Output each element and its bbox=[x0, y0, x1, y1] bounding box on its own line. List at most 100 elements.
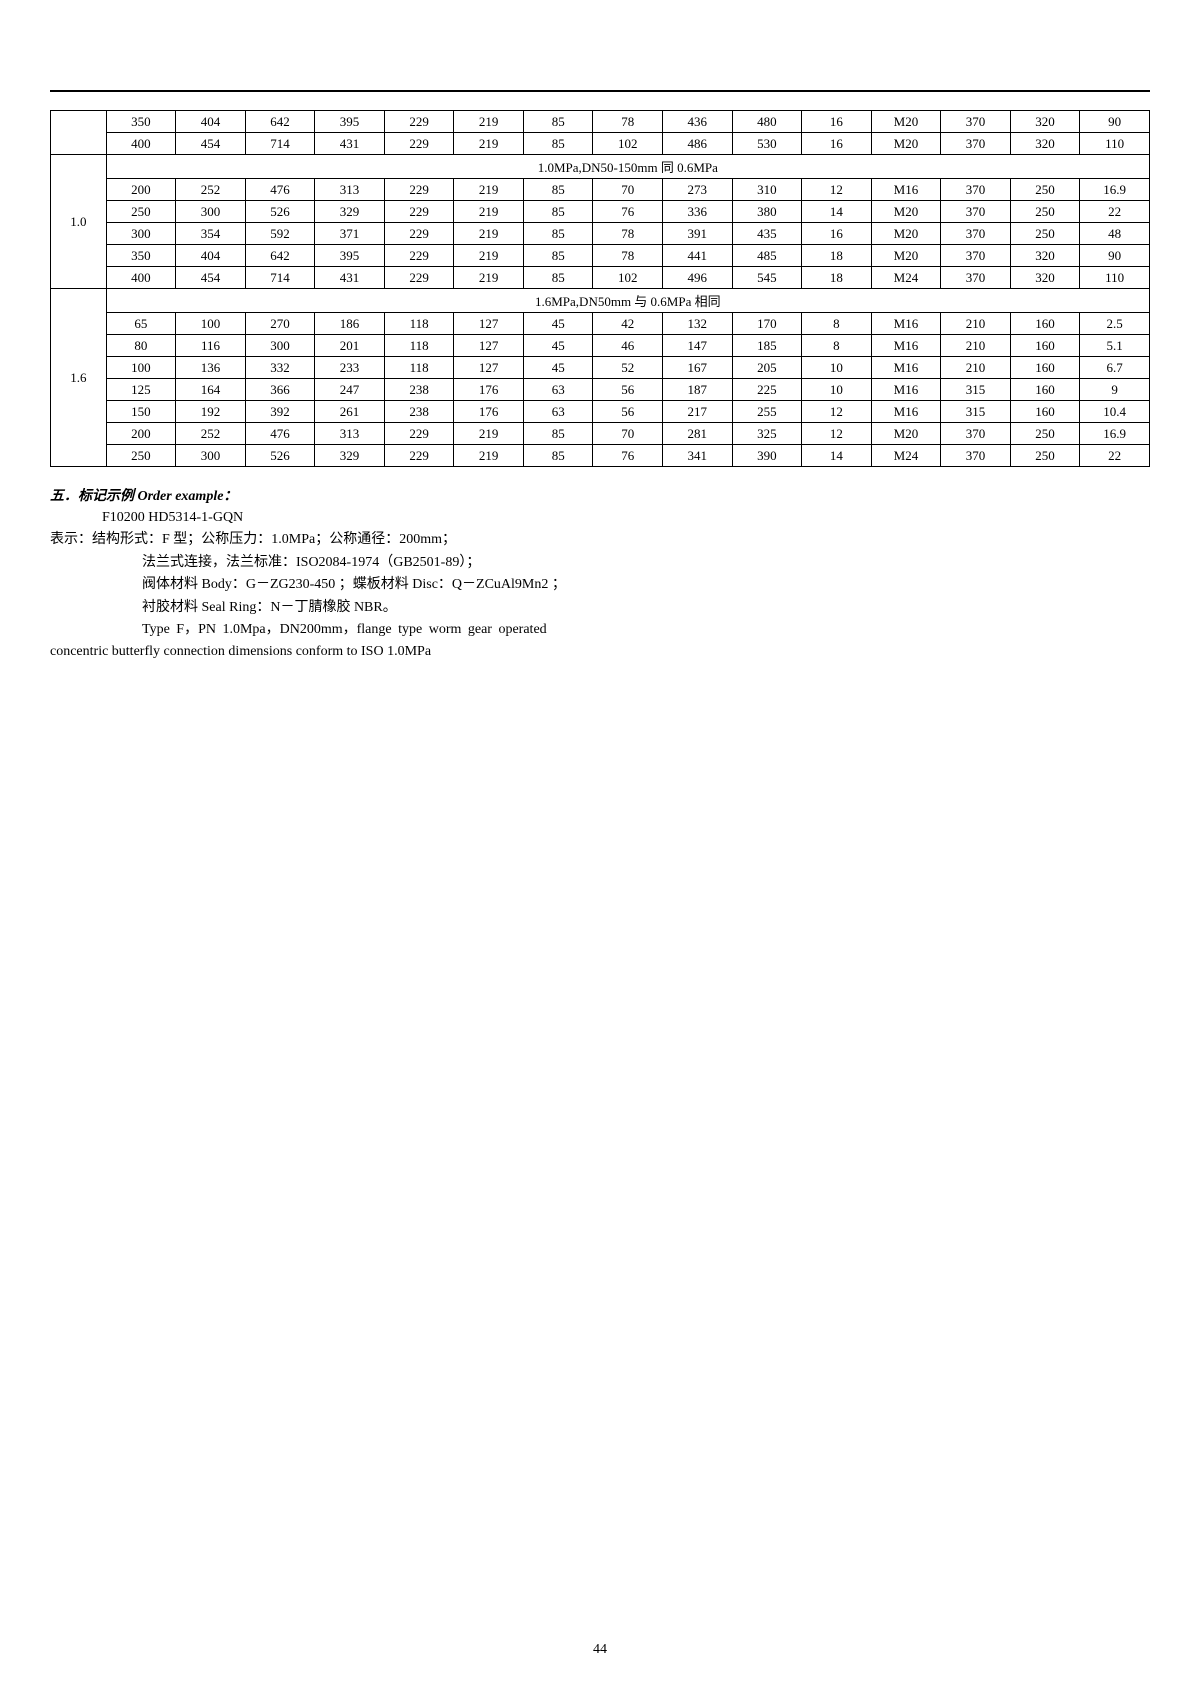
table-cell: 219 bbox=[454, 267, 524, 289]
table-cell: 238 bbox=[384, 401, 454, 423]
table-cell: 8 bbox=[802, 313, 872, 335]
table-cell: 16 bbox=[802, 223, 872, 245]
table-cell: 273 bbox=[663, 179, 733, 201]
table-cell: 250 bbox=[106, 201, 176, 223]
table-cell: 201 bbox=[315, 335, 385, 357]
table-cell: 12 bbox=[802, 401, 872, 423]
table-cell: 200 bbox=[106, 423, 176, 445]
table-cell: 210 bbox=[941, 357, 1011, 379]
table-cell: 85 bbox=[523, 445, 593, 467]
table-cell: 229 bbox=[384, 245, 454, 267]
table-cell: 320 bbox=[1010, 267, 1080, 289]
table-cell: 441 bbox=[663, 245, 733, 267]
table-cell: 192 bbox=[176, 401, 246, 423]
table-cell: 320 bbox=[1010, 111, 1080, 133]
table-cell: 102 bbox=[593, 267, 663, 289]
table-row: 350404642395229219857844148518M203703209… bbox=[51, 245, 1150, 267]
table-cell: 132 bbox=[663, 313, 733, 335]
table-cell: 16 bbox=[802, 111, 872, 133]
table-cell: 714 bbox=[245, 267, 315, 289]
table-cell: 255 bbox=[732, 401, 802, 423]
table-cell: 270 bbox=[245, 313, 315, 335]
table-cell: 238 bbox=[384, 379, 454, 401]
table-cell: 63 bbox=[523, 401, 593, 423]
table-cell: 592 bbox=[245, 223, 315, 245]
table-cell: 6.7 bbox=[1080, 357, 1150, 379]
table-cell: M20 bbox=[871, 133, 941, 155]
table-cell: 170 bbox=[732, 313, 802, 335]
table-cell: 219 bbox=[454, 223, 524, 245]
table-cell: 160 bbox=[1010, 335, 1080, 357]
table-cell: M16 bbox=[871, 379, 941, 401]
table-row: 350404642395229219857843648016M203703209… bbox=[51, 111, 1150, 133]
table-cell: 219 bbox=[454, 423, 524, 445]
table-cell: 225 bbox=[732, 379, 802, 401]
table-cell: 65 bbox=[106, 313, 176, 335]
table-cell: 85 bbox=[523, 133, 593, 155]
table-cell: 16.9 bbox=[1080, 423, 1150, 445]
table-cell: 167 bbox=[663, 357, 733, 379]
table-cell: 300 bbox=[176, 201, 246, 223]
table-cell: 16.9 bbox=[1080, 179, 1150, 201]
table-cell: 300 bbox=[245, 335, 315, 357]
table-cell: 45 bbox=[523, 313, 593, 335]
table-cell: M16 bbox=[871, 335, 941, 357]
table-row: 250300526329229219857634139014M243702502… bbox=[51, 445, 1150, 467]
table-cell: 118 bbox=[384, 335, 454, 357]
table-cell: 229 bbox=[384, 445, 454, 467]
table-cell: 16 bbox=[802, 133, 872, 155]
table-cell: 229 bbox=[384, 111, 454, 133]
table-cell: 56 bbox=[593, 379, 663, 401]
table-cell: 160 bbox=[1010, 379, 1080, 401]
table-cell: 10 bbox=[802, 379, 872, 401]
table-cell: 22 bbox=[1080, 445, 1150, 467]
table-cell: 370 bbox=[941, 423, 1011, 445]
table-cell: 210 bbox=[941, 313, 1011, 335]
table-cell: 526 bbox=[245, 201, 315, 223]
table-cell: 78 bbox=[593, 223, 663, 245]
table-row: 125164366247238176635618722510M163151609 bbox=[51, 379, 1150, 401]
table-cell: 14 bbox=[802, 201, 872, 223]
table-cell: 18 bbox=[802, 245, 872, 267]
table-cell: 90 bbox=[1080, 245, 1150, 267]
table-cell: 229 bbox=[384, 201, 454, 223]
table-cell: 219 bbox=[454, 179, 524, 201]
table-cell: 300 bbox=[176, 445, 246, 467]
table-cell: 80 bbox=[106, 335, 176, 357]
table-row: 4004547144312292198510249654518M24370320… bbox=[51, 267, 1150, 289]
table-cell: 485 bbox=[732, 245, 802, 267]
spec-table: 350404642395229219857843648016M203703209… bbox=[50, 110, 1150, 467]
table-cell: 70 bbox=[593, 423, 663, 445]
table-cell: 85 bbox=[523, 201, 593, 223]
table-cell: 160 bbox=[1010, 401, 1080, 423]
order-example: F10200 HD5314-1-GQN 表示：结构形式：F 型；公称压力：1.0… bbox=[50, 507, 1150, 664]
table-row: 150192392261238176635621725512M163151601… bbox=[51, 401, 1150, 423]
table-cell: 526 bbox=[245, 445, 315, 467]
table-cell: 52 bbox=[593, 357, 663, 379]
example-line: Type F，PN 1.0Mpa，DN200mm，flange type wor… bbox=[50, 619, 1150, 641]
table-cell: 371 bbox=[315, 223, 385, 245]
table-cell: 329 bbox=[315, 445, 385, 467]
table-cell: 336 bbox=[663, 201, 733, 223]
table-cell: 70 bbox=[593, 179, 663, 201]
example-line: F10200 HD5314-1-GQN bbox=[50, 507, 1150, 529]
table-cell: 454 bbox=[176, 267, 246, 289]
table-cell: 247 bbox=[315, 379, 385, 401]
table-cell: 250 bbox=[1010, 423, 1080, 445]
table-cell: 118 bbox=[384, 313, 454, 335]
table-cell: 366 bbox=[245, 379, 315, 401]
table-cell: 5.1 bbox=[1080, 335, 1150, 357]
table-row: 1.01.0MPa,DN50-150mm 同 0.6MPa bbox=[51, 155, 1150, 179]
table-cell: 205 bbox=[732, 357, 802, 379]
table-cell: 219 bbox=[454, 201, 524, 223]
table-cell: 78 bbox=[593, 111, 663, 133]
group-label-cell bbox=[51, 111, 107, 155]
table-cell: 12 bbox=[802, 179, 872, 201]
table-cell: 252 bbox=[176, 423, 246, 445]
example-line: 衬胶材料 Seal Ring：N－丁腈橡胶 NBR。 bbox=[50, 597, 1150, 619]
table-cell: 127 bbox=[454, 313, 524, 335]
table-cell: 147 bbox=[663, 335, 733, 357]
table-cell: 187 bbox=[663, 379, 733, 401]
table-cell: 714 bbox=[245, 133, 315, 155]
table-cell: 332 bbox=[245, 357, 315, 379]
